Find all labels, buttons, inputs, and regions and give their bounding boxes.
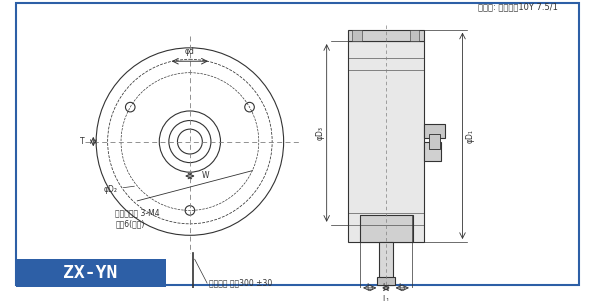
Bar [379, 242, 393, 285]
Text: 塗装色: マンセル10Y 7.5/1: 塗装色: マンセル10Y 7.5/1 [478, 2, 558, 11]
Bar [352, 30, 362, 41]
Text: φD₂: φD₂ [104, 185, 134, 194]
Bar [16, 259, 166, 287]
Text: L₃: L₃ [366, 283, 374, 292]
Text: L₃: L₃ [399, 283, 406, 292]
Text: T: T [80, 137, 85, 146]
Bar [424, 141, 441, 161]
Text: φd: φd [185, 47, 195, 56]
Text: W: W [201, 172, 209, 181]
Bar [360, 215, 413, 242]
Bar [424, 124, 445, 138]
Text: 取付用ねじ 3-M4
深ゕ6(等分): 取付用ねじ 3-M4 深ゕ6(等分) [115, 209, 160, 228]
Bar [429, 134, 440, 149]
Text: L₁: L₁ [383, 295, 390, 301]
Text: φD₁: φD₁ [465, 129, 474, 143]
Text: L₂: L₂ [383, 283, 390, 292]
Bar [410, 30, 419, 41]
Bar [347, 30, 424, 41]
Text: リード線 長さ300 ±30: リード線 長さ300 ±30 [209, 279, 273, 288]
Bar [377, 278, 394, 285]
Bar [347, 41, 424, 242]
Text: φD₃: φD₃ [316, 126, 325, 140]
Text: ZX-YN: ZX-YN [63, 264, 118, 282]
